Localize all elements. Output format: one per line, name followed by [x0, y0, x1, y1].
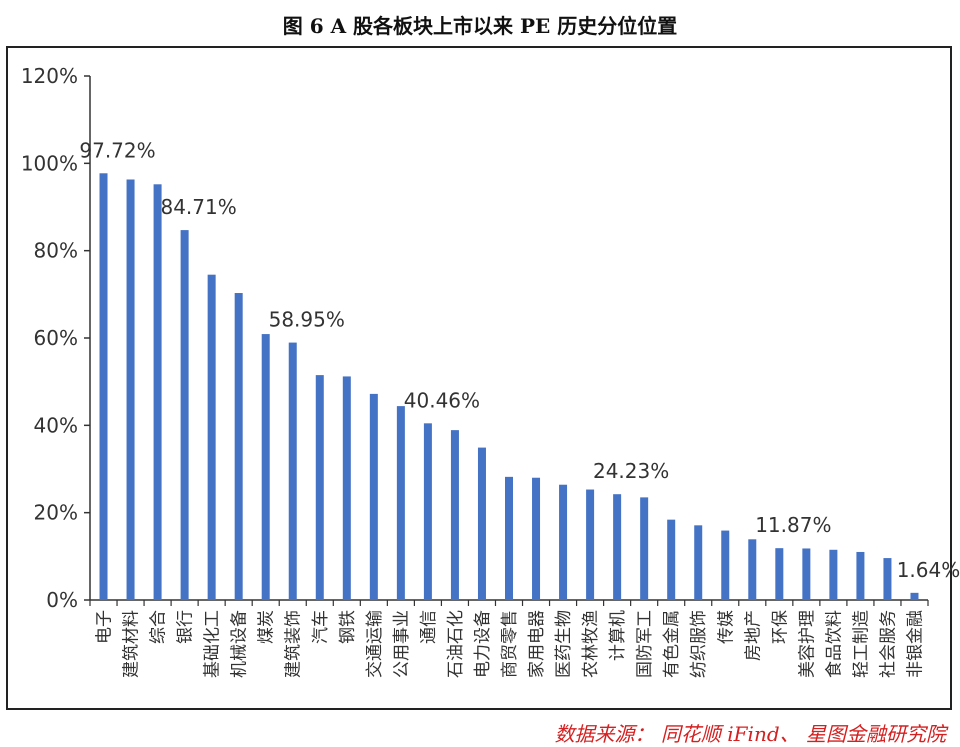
x-tick-label: 传媒	[716, 610, 736, 644]
data-label: 11.87%	[755, 513, 831, 537]
x-tick-label: 房地产	[743, 610, 763, 661]
bar	[207, 274, 216, 600]
y-tick-label: 80%	[34, 239, 78, 263]
data-label: 1.64%	[897, 558, 960, 582]
bar	[450, 430, 459, 600]
figure-title: 图 6 A 股各板块上市以来 PE 历史分位位置	[282, 14, 678, 38]
bar	[559, 484, 568, 600]
bar	[532, 477, 541, 600]
bar	[910, 592, 919, 600]
bar	[883, 558, 892, 600]
bar	[261, 334, 270, 600]
bar	[396, 406, 405, 600]
x-tick-label: 医药生物	[554, 610, 574, 678]
x-tick-label: 电力设备	[473, 610, 493, 678]
bar	[748, 539, 757, 600]
x-tick-label: 商贸零售	[500, 610, 520, 678]
x-tick-label: 汽车	[311, 610, 331, 644]
bar	[775, 548, 784, 600]
bar	[153, 184, 162, 600]
x-tick-label: 综合	[149, 610, 169, 644]
x-tick-label: 国防军工	[635, 610, 655, 678]
x-tick-label: 社会服务	[878, 610, 898, 678]
x-tick-label: 基础化工	[203, 610, 223, 678]
x-tick-label: 电子	[95, 610, 115, 644]
x-tick-label: 建筑装饰	[284, 610, 304, 678]
x-tick-label: 石油石化	[446, 610, 466, 678]
source-note: 数据来源： 同花顺 iFind、 星图金融研究院	[554, 722, 946, 746]
x-tick-label: 机械设备	[230, 610, 250, 678]
y-tick-label: 100%	[21, 151, 78, 175]
bar	[180, 230, 189, 600]
x-tick-label: 公用事业	[392, 610, 412, 678]
y-tick-label: 0%	[46, 588, 78, 612]
x-tick-label: 纺织服饰	[689, 610, 709, 678]
x-tick-label: 计算机	[608, 610, 628, 661]
x-tick-label: 环保	[770, 610, 790, 644]
y-tick-label: 40%	[34, 413, 78, 437]
bar	[342, 376, 351, 600]
x-tick-label: 建筑材料	[122, 610, 142, 678]
y-tick-label: 60%	[34, 326, 78, 350]
x-tick-label: 交通运输	[365, 610, 385, 678]
x-tick-label: 通信	[419, 610, 439, 644]
bar	[126, 179, 135, 601]
x-tick-label: 轻工制造	[851, 610, 871, 678]
bar	[99, 173, 108, 600]
bar	[505, 476, 513, 600]
data-label: 84.71%	[160, 195, 236, 219]
bar	[613, 494, 622, 600]
bar	[288, 342, 297, 600]
chart-frame	[6, 46, 952, 710]
bar	[667, 519, 676, 600]
data-label: 58.95%	[269, 308, 345, 332]
bar	[802, 548, 811, 600]
bar	[234, 293, 243, 600]
x-tick-label: 食品饮料	[824, 610, 844, 678]
bar	[856, 551, 865, 600]
x-tick-label: 煤炭	[257, 610, 277, 644]
x-tick-label: 农林牧渔	[581, 610, 601, 678]
bar	[315, 375, 324, 600]
x-tick-label: 有色金属	[662, 610, 682, 678]
data-label: 40.46%	[404, 388, 480, 412]
bar	[586, 489, 595, 600]
bar	[369, 393, 378, 600]
bar	[477, 447, 486, 600]
data-label: 97.72%	[79, 138, 155, 162]
bar	[423, 423, 432, 600]
x-tick-label: 非银金融	[905, 610, 925, 678]
bar	[721, 530, 730, 600]
x-tick-label: 家用电器	[527, 610, 547, 678]
x-tick-label: 银行	[176, 610, 196, 644]
x-tick-label: 钢铁	[338, 610, 358, 644]
data-label: 24.23%	[593, 459, 669, 483]
bar	[694, 525, 703, 600]
x-tick-label: 美容护理	[797, 610, 817, 678]
bar	[829, 549, 838, 600]
bar	[640, 497, 649, 600]
y-tick-label: 120%	[21, 64, 78, 88]
y-tick-label: 20%	[34, 501, 78, 525]
